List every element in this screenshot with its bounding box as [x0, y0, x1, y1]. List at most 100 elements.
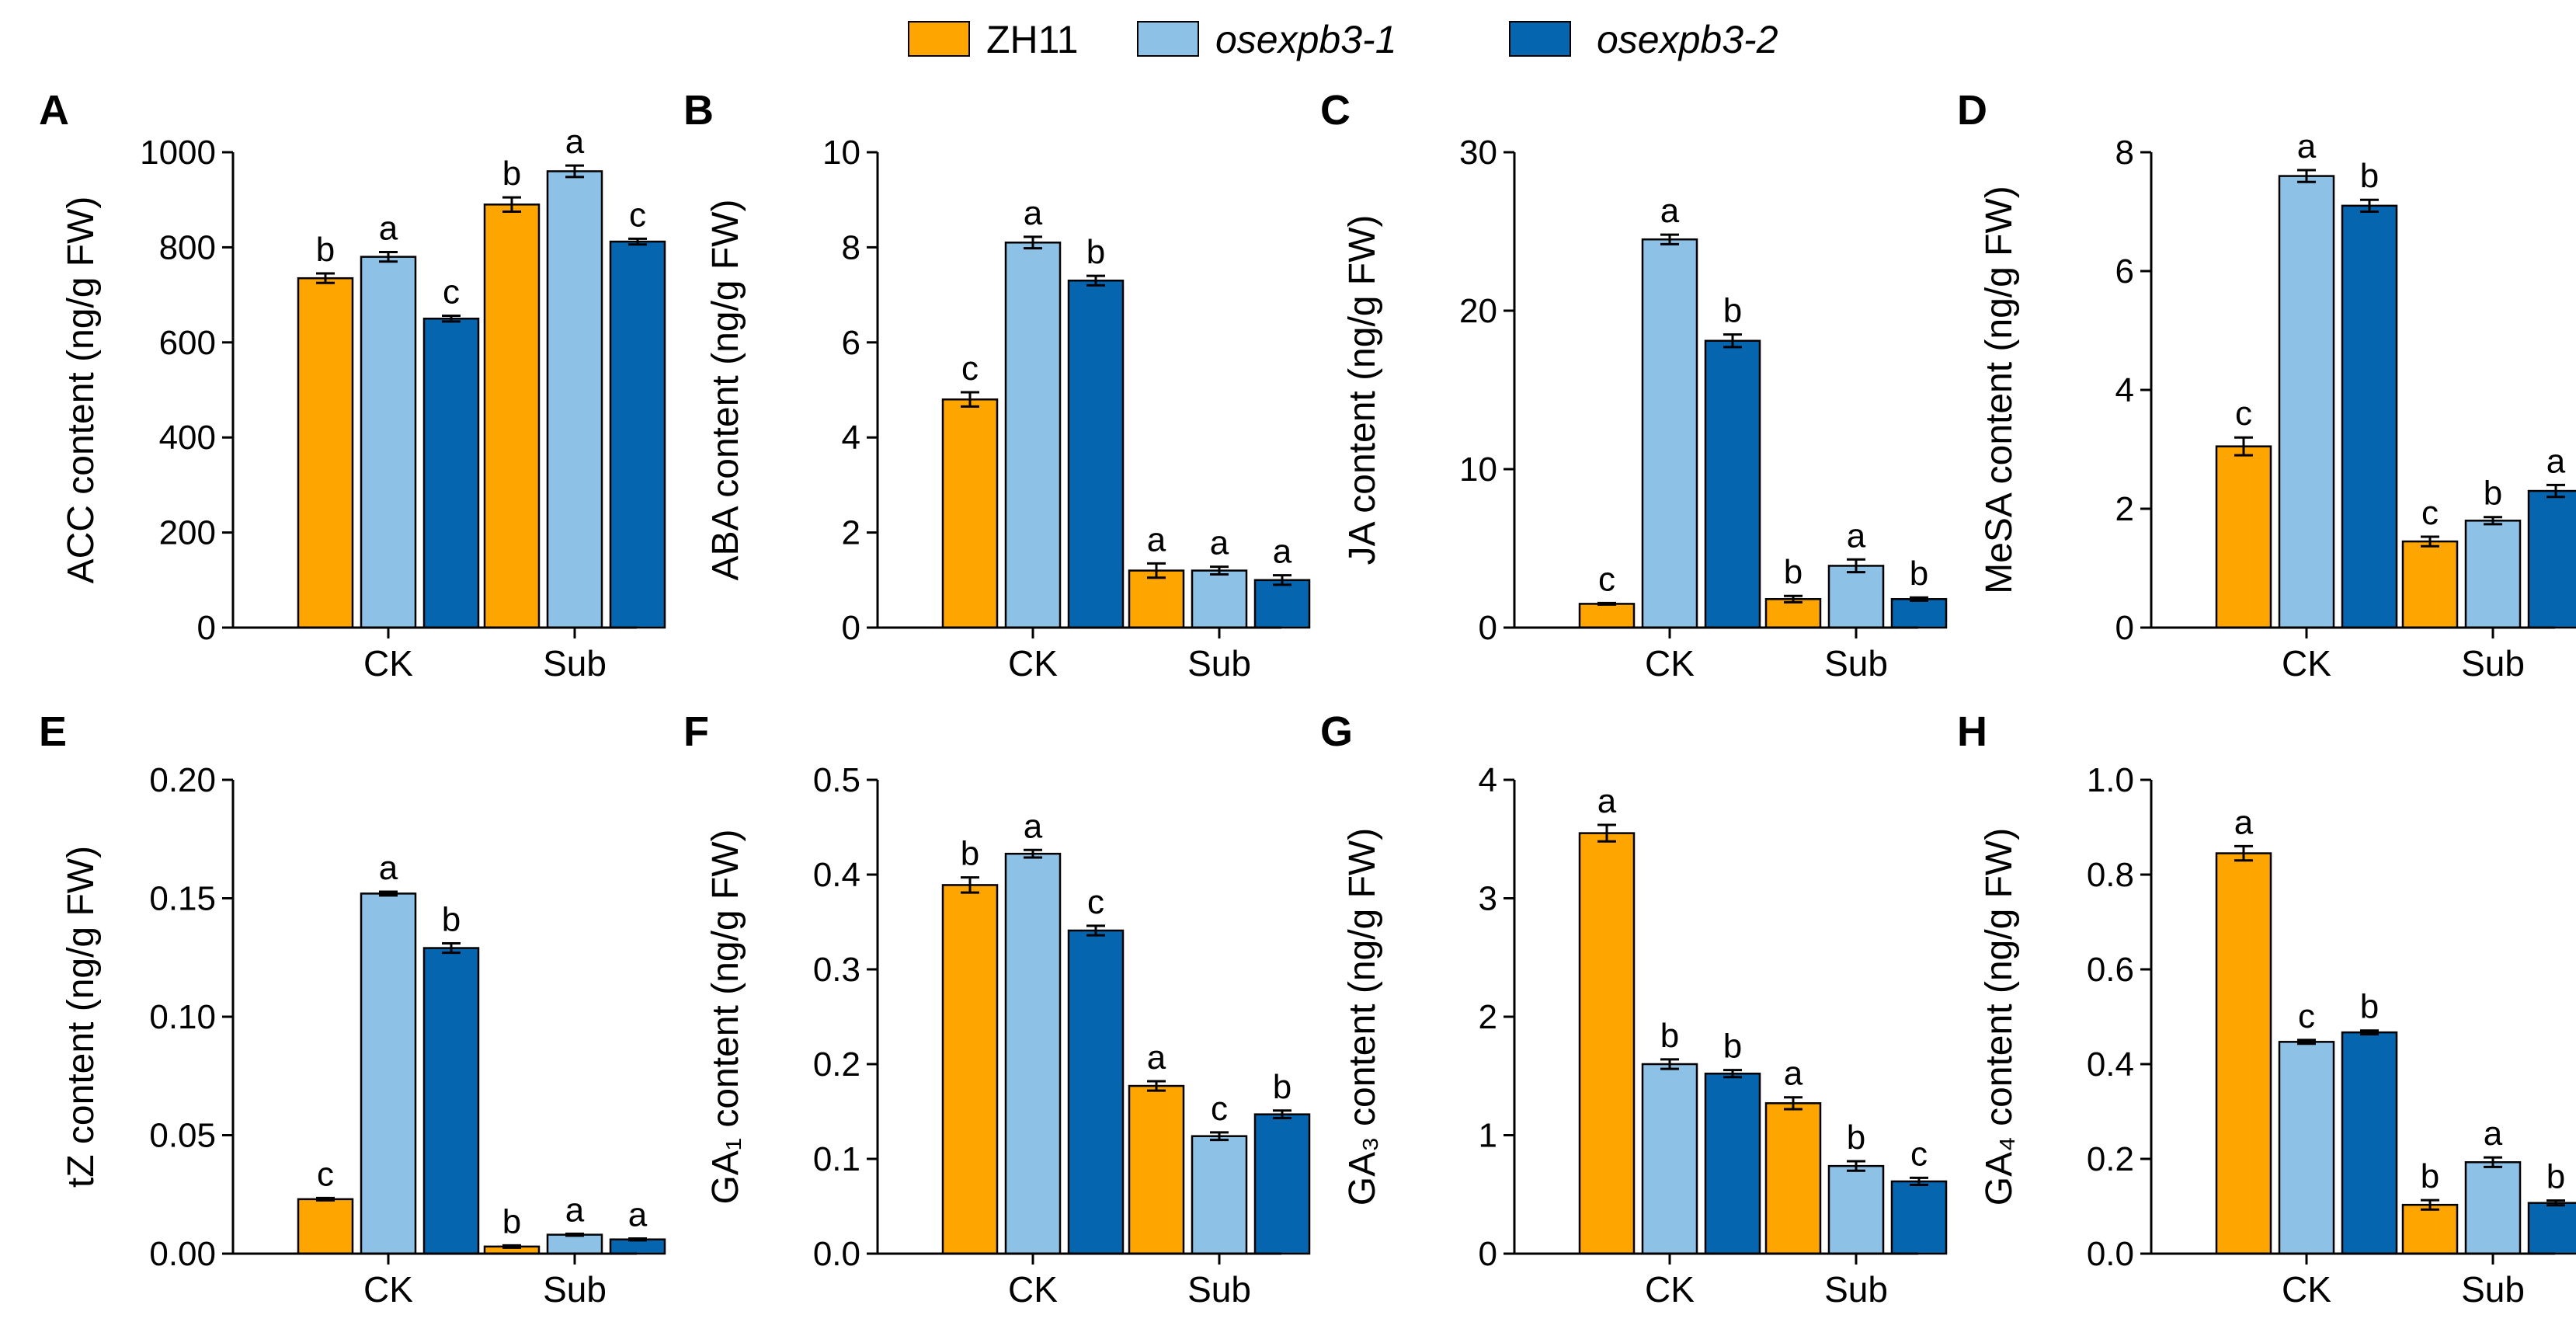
significance-letter: c: [2421, 494, 2439, 532]
bar-sub-2: [1890, 598, 1948, 629]
significance-letter: b: [502, 1202, 521, 1240]
significance-letter: a: [2234, 803, 2254, 841]
significance-letter: c: [1598, 560, 1615, 598]
significance-letter: b: [442, 900, 461, 938]
y-tick-label: 10: [822, 134, 860, 172]
significance-letter: c: [2298, 997, 2315, 1035]
y-tick-label: 0.8: [2087, 856, 2134, 894]
y-tick-label: 6: [2115, 252, 2134, 290]
y-tick-label: 3: [1479, 880, 1497, 918]
y-tick-label: 0: [1479, 609, 1497, 647]
panel-H: H GA₄ content (ng/g FW) a c b CK b a b Sub 0.0 0.2 0…: [1957, 708, 2576, 1310]
significance-letter: b: [961, 835, 979, 873]
bar-ck-0: [2215, 852, 2272, 1255]
legend-label-0: ZH11: [986, 18, 1079, 61]
x-tick-label: CK: [363, 1269, 413, 1310]
y-tick-label: 20: [1459, 292, 1497, 330]
y-tick-label: 1.0: [2087, 761, 2134, 799]
y-axis-label: GA₄ content (ng/g FW): [1979, 828, 2020, 1205]
bar-ck-2: [2341, 204, 2398, 629]
panel-G: G GA₃ content (ng/g FW) a b b CK a b c Sub 0 1 2 3 4: [1320, 708, 1948, 1310]
y-tick-label: 0.15: [149, 880, 216, 918]
y-tick-label: 1000: [140, 134, 216, 172]
bar-ck-1: [1004, 852, 1062, 1255]
bar-sub-0: [483, 204, 541, 629]
significance-letter: a: [1147, 520, 1166, 558]
y-tick-label: 0: [2115, 609, 2134, 647]
significance-letter: b: [2421, 1157, 2439, 1195]
significance-letter: b: [1910, 555, 1928, 593]
y-tick-label: 0.0: [813, 1235, 860, 1273]
x-tick-label: CK: [1008, 1269, 1058, 1310]
legend-swatch-1: [1137, 21, 1199, 57]
bar-sub-0: [2401, 1203, 2459, 1255]
bar-ck-1: [1004, 242, 1062, 629]
y-axis-label: GA₁ content (ng/g FW): [705, 829, 746, 1204]
y-axis-label: GA₃ content (ng/g FW): [1342, 828, 1383, 1205]
y-tick-label: 6: [842, 324, 860, 362]
x-tick-label: Sub: [1824, 1269, 1888, 1310]
panel-letter: H: [1957, 708, 1987, 755]
significance-letter: b: [1847, 1118, 1865, 1157]
bar-ck-2: [1704, 339, 1761, 629]
panel-A: A ACC content (ng/g FW) b a c CK b a c Sub 0 200 400…: [39, 87, 666, 684]
y-tick-label: 8: [2115, 134, 2134, 172]
significance-letter: c: [2235, 395, 2252, 433]
panel-C: C JA content (ng/g FW) c a b CK b a b Sub 0 10 20 30: [1320, 87, 1948, 684]
bar-sub-1: [2464, 520, 2522, 629]
y-tick-label: 4: [2115, 371, 2134, 409]
panel-letter: D: [1957, 87, 1987, 134]
y-tick-label: 0.3: [813, 951, 860, 989]
legend: ZH11 osexpb3-1 osexpb3-2: [908, 18, 1778, 61]
y-tick-label: 1: [1479, 1117, 1497, 1155]
x-tick-label: Sub: [1824, 643, 1888, 684]
x-tick-label: Sub: [1187, 643, 1251, 684]
y-tick-label: 8: [842, 228, 860, 266]
bar-ck-0: [297, 277, 354, 629]
y-tick-label: 0.05: [149, 1117, 216, 1155]
bar-ck-2: [2341, 1031, 2398, 1255]
bar-ck-0: [1578, 832, 1636, 1255]
bar-sub-2: [1890, 1180, 1948, 1255]
y-tick-label: 0.4: [2087, 1045, 2134, 1084]
y-tick-label: 0.6: [2087, 951, 2134, 989]
panel-letter: G: [1320, 708, 1353, 755]
panel-letter: E: [39, 708, 67, 755]
x-tick-label: CK: [363, 643, 413, 684]
significance-letter: c: [1087, 883, 1104, 921]
panel-letter: A: [39, 87, 69, 134]
legend-swatch-0: [908, 21, 970, 57]
y-tick-label: 0.20: [149, 761, 216, 799]
y-tick-label: 0: [842, 609, 860, 647]
significance-letter: a: [1273, 533, 1292, 571]
y-tick-label: 0: [1479, 1235, 1497, 1273]
panel-F: F GA₁ content (ng/g FW) b a c CK a c b Sub 0.0 0.1 0…: [683, 708, 1311, 1310]
bar-ck-2: [422, 317, 480, 629]
x-tick-label: CK: [2282, 1269, 2331, 1310]
bar-sub-2: [1253, 1113, 1311, 1255]
significance-letter: a: [565, 123, 585, 161]
y-tick-label: 0.1: [813, 1140, 860, 1178]
x-tick-label: Sub: [2461, 1269, 2525, 1310]
y-tick-label: 4: [1479, 761, 1497, 799]
y-tick-label: 30: [1459, 134, 1497, 172]
bar-ck-1: [360, 892, 417, 1255]
y-tick-label: 800: [159, 228, 216, 266]
x-tick-label: CK: [1645, 643, 1695, 684]
bar-ck-1: [1641, 238, 1698, 629]
x-tick-label: Sub: [543, 643, 607, 684]
legend-label-1: osexpb3-1: [1215, 18, 1397, 61]
bar-ck-2: [422, 947, 480, 1255]
significance-letter: b: [1086, 233, 1105, 271]
significance-letter: b: [2360, 157, 2379, 195]
bar-ck-0: [941, 884, 999, 1255]
significance-letter: a: [1784, 1055, 1803, 1093]
bar-sub-1: [546, 170, 603, 629]
x-tick-label: Sub: [2461, 643, 2525, 684]
y-axis-label: ABA content (ng/g FW): [705, 200, 746, 581]
bar-ck-1: [1641, 1063, 1698, 1255]
bar-sub-1: [546, 1233, 603, 1255]
significance-letter: c: [1211, 1090, 1228, 1128]
